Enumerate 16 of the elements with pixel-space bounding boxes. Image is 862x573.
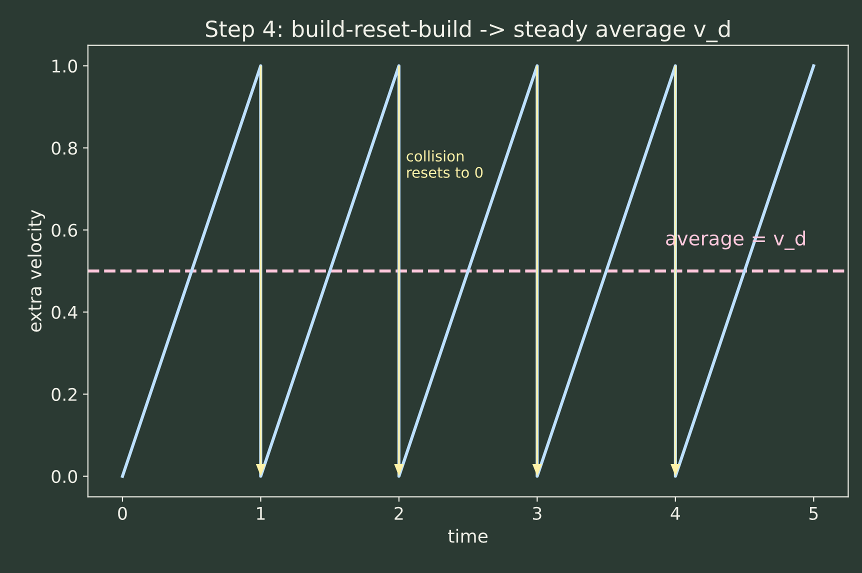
y-tick-label: 0.2	[52, 388, 76, 402]
x-tick-label: 2	[394, 506, 403, 520]
x-axis-title: time	[448, 528, 488, 543]
x-tick-label: 4	[670, 507, 680, 520]
x-tick-label: 0	[118, 506, 127, 520]
y-tick-label: 0.8	[52, 142, 78, 155]
y-tick-label: 1.0	[52, 60, 78, 73]
y-tick-label: 0.6	[52, 224, 78, 237]
y-tick-label: 0.0	[52, 470, 78, 484]
annotation: collision resets to 0	[406, 150, 483, 178]
y-tick-label: 0.4	[52, 306, 78, 319]
chart-title: Step 4: build-reset-build -> steady average v_d	[206, 20, 730, 42]
x-tick-label: 3	[532, 506, 542, 520]
x-tick-label: 5	[809, 507, 818, 520]
y-axis-title: extra velocity	[28, 210, 46, 332]
x-tick-label: 1	[257, 507, 265, 520]
